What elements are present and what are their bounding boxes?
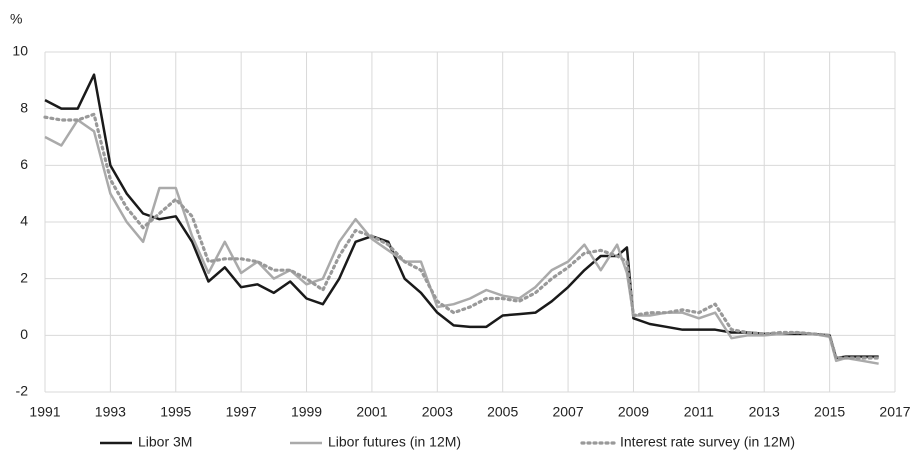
x-tick-label: 1991 <box>29 404 60 420</box>
y-tick-label: 8 <box>20 99 28 115</box>
legend-label: Libor 3M <box>138 434 192 450</box>
y-tick-label: 2 <box>20 269 28 285</box>
x-tick-label: 2007 <box>552 404 583 420</box>
y-tick-label: 0 <box>20 326 28 342</box>
x-tick-label: 2013 <box>749 404 780 420</box>
y-tick-label: -2 <box>16 383 29 399</box>
x-tick-label: 1997 <box>226 404 257 420</box>
series-line <box>44 73 879 360</box>
x-tick-label: 2009 <box>618 404 649 420</box>
series-line <box>43 112 881 360</box>
y-tick-label: 6 <box>20 156 28 172</box>
x-tick-label: 2005 <box>487 404 518 420</box>
x-tick-label: 2011 <box>684 404 714 420</box>
legend-label: Interest rate survey (in 12M) <box>620 434 795 450</box>
x-tick-label: 1993 <box>95 404 126 420</box>
x-tick-label: 2001 <box>356 404 387 420</box>
x-tick-label: 2015 <box>814 404 845 420</box>
x-tick-label: 2003 <box>422 404 453 420</box>
x-tick-label: 1995 <box>160 404 191 420</box>
y-tick-label: 10 <box>12 43 28 59</box>
legend-label: Libor futures (in 12M) <box>328 434 461 450</box>
x-tick-label: 2017 <box>879 404 910 420</box>
x-tick-label: 1999 <box>291 404 322 420</box>
series-line <box>44 118 879 365</box>
y-unit: % <box>10 11 22 27</box>
y-tick-label: 4 <box>20 213 28 229</box>
